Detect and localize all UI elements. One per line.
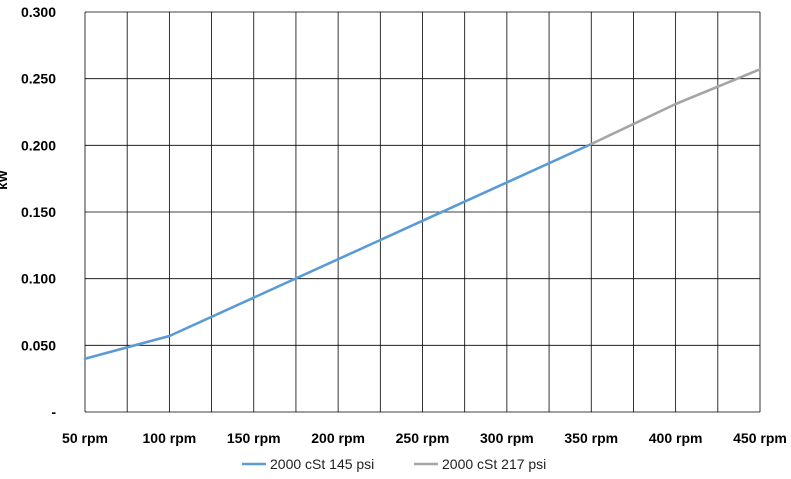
x-tick-label: 50 rpm (62, 430, 108, 446)
legend-label-2: 2000 cSt 217 psi (442, 456, 546, 472)
x-tick-label: 350 rpm (564, 430, 618, 446)
legend: 2000 cSt 145 psi 2000 cSt 217 psi (242, 456, 546, 472)
series-lines (83, 68, 762, 361)
x-tick-label: 250 rpm (396, 430, 450, 446)
x-tick-label: 450 rpm (733, 430, 787, 446)
grid (84, 11, 761, 413)
x-tick-label: 150 rpm (227, 430, 281, 446)
x-tick-label: 300 rpm (480, 430, 534, 446)
x-tick-label: 400 rpm (649, 430, 703, 446)
x-tick-label: 100 rpm (143, 430, 197, 446)
y-axis-ticks: - 0.050 0.100 0.150 0.200 0.250 0.300 (21, 4, 56, 420)
y-tick-label: 0.250 (21, 71, 56, 87)
legend-label-1: 2000 cSt 145 psi (270, 456, 374, 472)
y-tick-label: 0.200 (21, 137, 56, 153)
series-line-1 (83, 142, 593, 361)
y-tick-label: 0.100 (21, 271, 56, 287)
x-axis-ticks: 50 rpm 100 rpm 150 rpm 200 rpm 250 rpm 300 rp… (62, 430, 787, 446)
series-line-2 (589, 68, 762, 146)
y-tick-label: 0.150 (21, 204, 56, 220)
x-tick-label: 200 rpm (311, 430, 365, 446)
y-tick-label: 0.050 (21, 337, 56, 353)
y-tick-label: - (51, 404, 56, 420)
y-axis-label: kW (0, 170, 10, 190)
y-tick-label: 0.300 (21, 4, 56, 20)
